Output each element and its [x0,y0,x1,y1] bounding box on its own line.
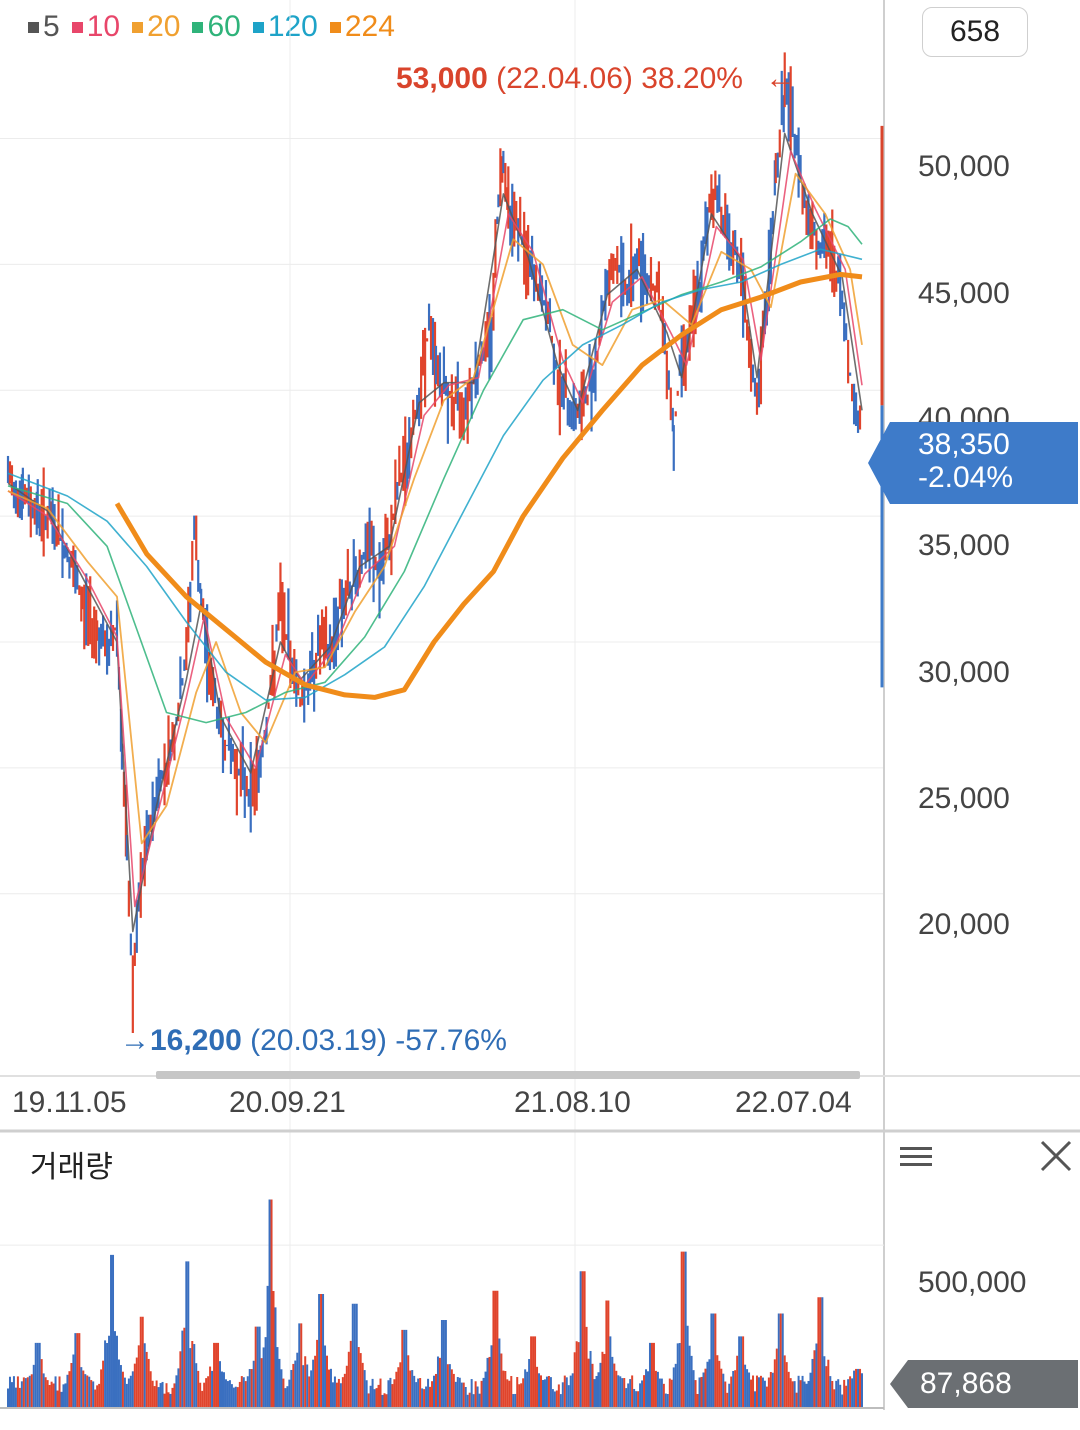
legend-swatch-120 [252,21,264,33]
legend-swatch-60 [192,21,204,33]
ma-line-120 [7,248,863,701]
x-tick-label: 21.08.10 [514,1086,631,1119]
volume-tick-label: 500,000 [918,1266,1027,1299]
legend-item-120: 120 [252,10,318,44]
y-tick-label: 25,000 [918,782,1010,815]
y-tick-label: 20,000 [918,908,1010,941]
y-tick-label: 30,000 [918,656,1010,689]
high-annotation: 53,000 (22.04.06) 38.20% ← [396,62,795,96]
low-date: (20.03.19) [250,1024,387,1057]
legend-swatch-20 [132,21,144,33]
y-tick-label: 50,000 [918,150,1010,183]
x-tick-label: 20.09.21 [229,1086,346,1119]
menu-icon[interactable] [900,1142,932,1170]
ma-line-10 [7,150,863,908]
close-icon[interactable] [1038,1138,1074,1174]
legend-swatch-224 [329,21,341,33]
current-change: -2.04% [918,461,1014,494]
low-annotation: →16,200 (20.03.19) -57.76% [120,1024,507,1058]
current-price: 38,350 [918,428,1010,461]
high-date: (22.04.06) [496,62,633,95]
scroll-range-bar [156,1071,860,1079]
legend-item-60: 60 [192,10,241,44]
y-tick-label: 35,000 [918,529,1010,562]
legend-item-10: 10 [71,10,120,44]
ma-line-60 [7,218,863,724]
current-volume-tag: 87,868 [890,1360,1078,1408]
legend-item-224: 224 [329,10,395,44]
y-tick-label: 45,000 [918,277,1010,310]
right-arrow-icon: → [120,1024,150,1057]
ma-line-224 [114,271,863,700]
volume-title: 거래량 [30,1151,113,1184]
high-percent: 38.20% [641,62,743,95]
candle-count-button[interactable]: 658 [922,7,1028,57]
legend-item-20: 20 [132,10,180,44]
moving-average-legend: 5 10 20 60 120 224 [28,10,395,44]
ma-line-20 [7,172,863,845]
current-price-tag: 38,350 -2.04% [868,422,1078,504]
legend-item-5: 5 [28,10,60,44]
legend-swatch-5 [28,21,39,33]
x-tick-label: 19.11.05 [12,1086,127,1119]
low-percent: -57.76% [395,1024,507,1057]
left-arrow-icon: ← [765,62,796,95]
high-price: 53,000 [396,62,488,95]
low-price: 16,200 [150,1024,242,1057]
legend-swatch-10 [71,21,83,33]
x-tick-label: 22.07.04 [735,1086,852,1119]
